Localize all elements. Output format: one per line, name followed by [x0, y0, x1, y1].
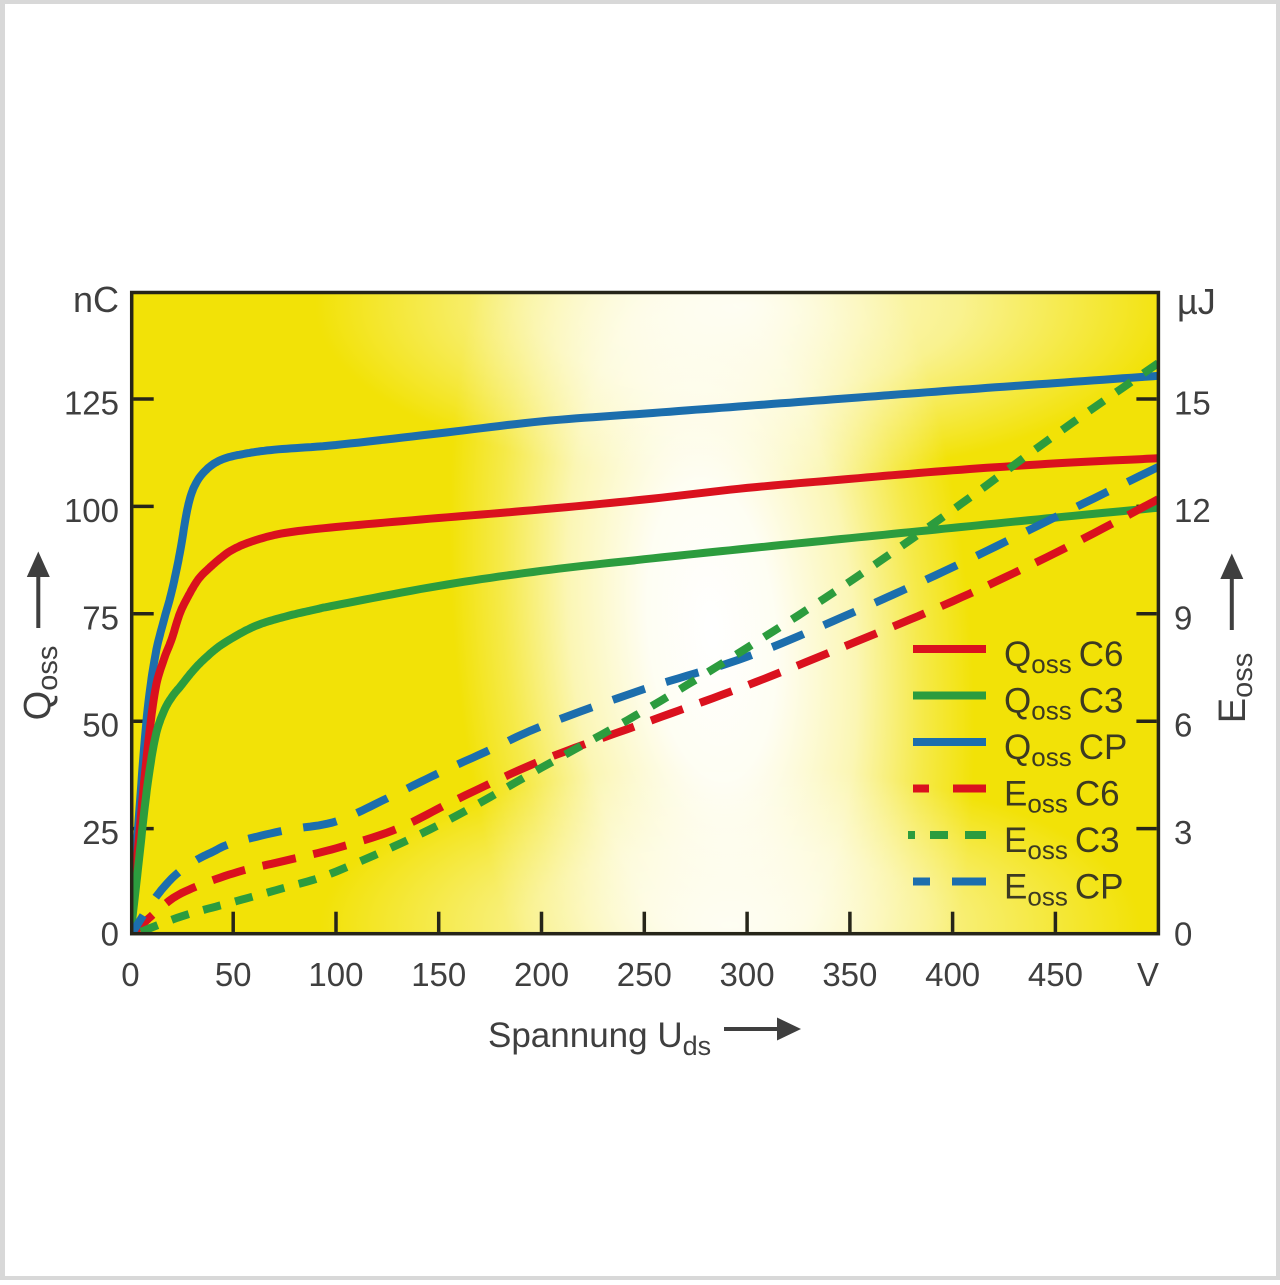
- svg-text:50: 50: [215, 956, 252, 993]
- svg-text:Qoss C3: Qoss C3: [1004, 682, 1123, 726]
- svg-text:Eoss C3: Eoss C3: [1004, 821, 1120, 865]
- svg-text:350: 350: [822, 956, 877, 993]
- svg-text:300: 300: [720, 956, 775, 993]
- svg-text:6: 6: [1174, 707, 1192, 744]
- svg-text:12: 12: [1174, 492, 1211, 529]
- svg-text:V: V: [1137, 956, 1159, 993]
- svg-text:0: 0: [1174, 916, 1192, 953]
- svg-text:400: 400: [925, 956, 980, 993]
- svg-text:75: 75: [82, 599, 119, 636]
- svg-text:Qoss CP: Qoss CP: [1004, 728, 1127, 772]
- svg-text:250: 250: [617, 956, 672, 993]
- svg-text:nC: nC: [73, 279, 119, 320]
- svg-text:Eoss C6: Eoss C6: [1004, 775, 1120, 819]
- svg-text:100: 100: [64, 492, 119, 529]
- svg-text:µJ: µJ: [1177, 281, 1216, 322]
- svg-text:3: 3: [1174, 814, 1192, 851]
- svg-text:15: 15: [1174, 385, 1211, 422]
- svg-text:9: 9: [1174, 599, 1192, 636]
- svg-text:0: 0: [121, 956, 139, 993]
- svg-text:450: 450: [1028, 956, 1083, 993]
- svg-text:100: 100: [308, 956, 363, 993]
- svg-text:Spannung Uds: Spannung Uds: [488, 1016, 711, 1061]
- svg-text:150: 150: [411, 956, 466, 993]
- svg-text:0: 0: [101, 916, 119, 953]
- svg-text:50: 50: [82, 707, 119, 744]
- svg-text:25: 25: [82, 814, 119, 851]
- svg-text:125: 125: [64, 385, 119, 422]
- svg-text:200: 200: [514, 956, 569, 993]
